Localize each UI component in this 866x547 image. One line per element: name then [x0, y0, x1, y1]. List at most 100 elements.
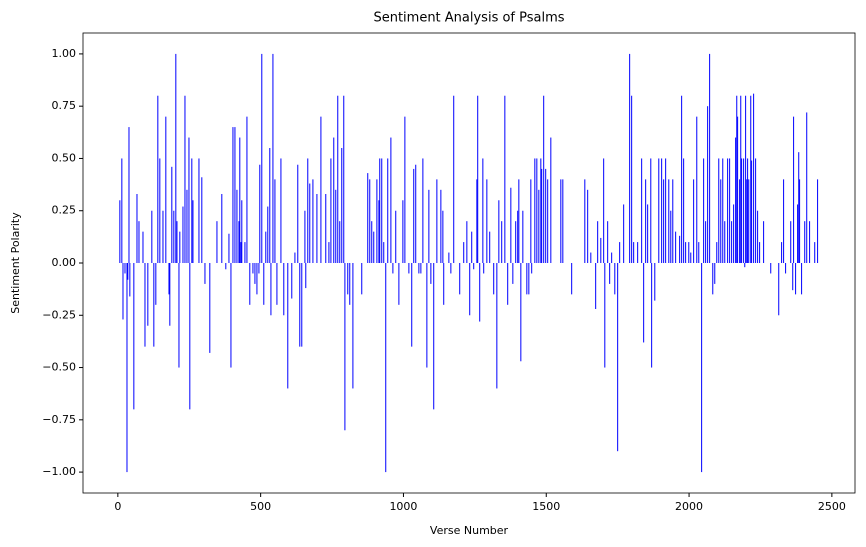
bar [799, 179, 801, 263]
bar [476, 179, 478, 263]
bar [688, 242, 690, 263]
bar [151, 210, 153, 263]
bar [349, 263, 351, 305]
bar [540, 158, 542, 263]
bar [283, 263, 285, 316]
bar [538, 189, 540, 263]
y-tick-label: 1.00 [52, 47, 77, 60]
x-tick-label: 1500 [532, 500, 560, 513]
bar [301, 263, 303, 347]
bar [482, 158, 484, 263]
bar [727, 158, 729, 263]
bar [307, 158, 309, 263]
bar [536, 158, 538, 263]
bar [739, 179, 741, 263]
bar [239, 137, 241, 263]
y-tick-label: 0.50 [52, 151, 77, 164]
bar [477, 95, 479, 264]
bar [138, 221, 140, 263]
bar [390, 137, 392, 263]
bar [679, 235, 681, 263]
bar [745, 95, 747, 264]
bar [809, 221, 811, 263]
bar [173, 210, 175, 263]
bar [584, 179, 586, 263]
bar [693, 179, 695, 263]
bar [198, 158, 200, 263]
bar [443, 263, 445, 305]
bar [801, 263, 803, 295]
bar [683, 158, 685, 263]
bar [633, 242, 635, 263]
bar [496, 263, 498, 389]
bar [512, 263, 514, 284]
bar [670, 210, 672, 263]
bar [731, 221, 733, 263]
bar [325, 194, 327, 263]
bar [165, 116, 167, 264]
bar [714, 263, 716, 284]
bar [371, 221, 373, 263]
bar [795, 263, 797, 295]
bar [436, 179, 438, 263]
bar [724, 221, 726, 263]
bar [597, 221, 599, 263]
bar [473, 263, 475, 270]
bar [672, 179, 674, 263]
bar [530, 179, 532, 263]
bar [263, 263, 265, 305]
bar [144, 263, 146, 347]
bar [647, 204, 649, 263]
bar [274, 179, 276, 263]
bar [587, 189, 589, 263]
bar [395, 210, 397, 263]
bar [230, 263, 232, 368]
bar [720, 179, 722, 263]
bar [184, 95, 186, 264]
bar [422, 158, 424, 263]
bar [526, 263, 528, 295]
bar [741, 158, 743, 263]
bar [259, 164, 261, 263]
bar [466, 221, 468, 263]
bar [814, 242, 816, 263]
bar [254, 263, 256, 284]
bar [188, 137, 190, 263]
bar [793, 116, 795, 264]
y-tick-label: −0.50 [42, 361, 76, 374]
bar [269, 148, 271, 263]
bar [698, 242, 700, 263]
bar [176, 221, 178, 263]
bar [383, 242, 385, 263]
bar [169, 263, 171, 326]
bar [617, 263, 619, 452]
bar [737, 116, 739, 264]
bar [162, 210, 164, 263]
bar [119, 200, 121, 263]
bar [798, 152, 800, 263]
bar [629, 53, 631, 264]
bar [299, 263, 301, 347]
bar [471, 231, 473, 263]
bar [709, 53, 711, 264]
bar [493, 263, 495, 295]
bar [426, 263, 428, 368]
bar [665, 158, 667, 263]
x-tick-label: 2500 [818, 500, 846, 513]
bar [483, 263, 485, 274]
bar [743, 158, 745, 263]
bar [256, 263, 258, 295]
bar [261, 53, 263, 264]
bar [531, 263, 533, 274]
bar [385, 263, 387, 473]
bar [398, 263, 400, 305]
bar [280, 158, 282, 263]
y-tick-label: −0.75 [42, 413, 76, 426]
bar [770, 263, 772, 274]
bar [189, 263, 191, 410]
bar [236, 189, 238, 263]
bar [270, 263, 272, 316]
bar [729, 158, 731, 263]
bar [522, 210, 524, 263]
bar [797, 204, 799, 263]
